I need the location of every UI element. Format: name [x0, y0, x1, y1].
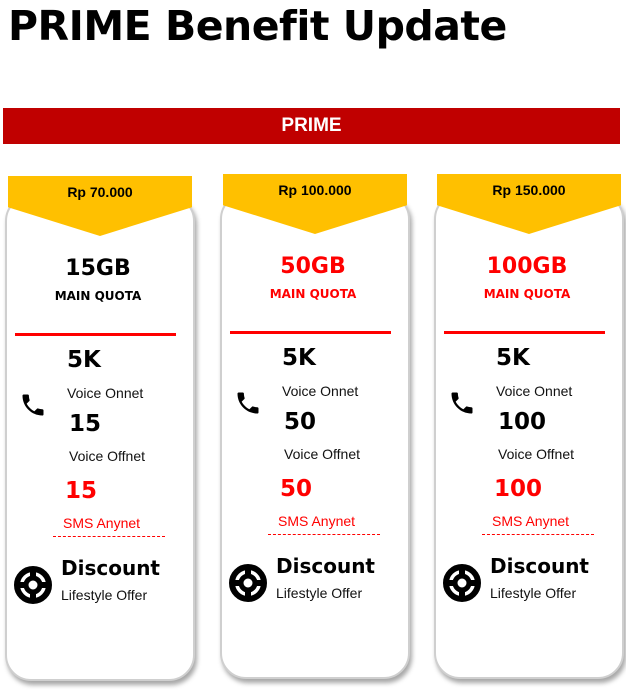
discount-label: Lifestyle Offer — [276, 585, 363, 601]
quota-label: MAIN QUOTA — [269, 287, 357, 301]
offnet-value: 100 — [498, 409, 547, 435]
discount-label: Lifestyle Offer — [490, 585, 577, 601]
lifebuoy-icon — [228, 563, 268, 608]
dashed-divider — [53, 536, 165, 537]
quota-value: 15GB — [65, 256, 131, 281]
phone-icon — [234, 386, 262, 425]
offnet-value: 15 — [69, 411, 102, 437]
dashed-divider — [268, 534, 380, 535]
divider — [444, 331, 605, 334]
page-title: PRIME Benefit Update — [8, 2, 507, 50]
onnet-label: Voice Onnet — [67, 385, 144, 401]
lifebuoy-icon — [442, 563, 482, 608]
offnet-label: Voice Offnet — [498, 446, 575, 462]
offnet-label: Voice Offnet — [69, 448, 146, 464]
lifebuoy-icon — [13, 565, 53, 610]
phone-icon — [448, 386, 476, 425]
onnet-value: 5K — [496, 345, 530, 371]
discount-title: Discount — [490, 554, 589, 578]
discount-label: Lifestyle Offer — [61, 587, 148, 603]
price: Rp 150.000 — [492, 182, 566, 198]
discount-title: Discount — [276, 554, 375, 578]
quota-value: 50GB — [280, 254, 346, 279]
sms-label: SMS Anynet — [63, 515, 141, 531]
offnet-value: 50 — [284, 409, 317, 435]
sms-value: 100 — [494, 476, 543, 502]
quota-label: MAIN QUOTA — [54, 289, 142, 303]
quota-value: 100GB — [486, 254, 568, 279]
offnet-label: Voice Offnet — [284, 446, 361, 462]
sms-value: 50 — [280, 476, 313, 502]
onnet-value: 5K — [282, 345, 316, 371]
phone-icon — [19, 388, 47, 427]
onnet-label: Voice Onnet — [496, 383, 573, 399]
onnet-value: 5K — [67, 347, 101, 373]
card-body — [434, 193, 624, 679]
sms-label: SMS Anynet — [492, 513, 570, 529]
price: Rp 100.000 — [278, 182, 352, 198]
quota-label: MAIN QUOTA — [483, 287, 571, 301]
divider — [15, 333, 176, 336]
sms-value: 15 — [65, 478, 98, 504]
onnet-label: Voice Onnet — [282, 383, 359, 399]
prime-banner: PRIME — [3, 108, 620, 144]
price: Rp 70.000 — [67, 184, 133, 200]
sms-label: SMS Anynet — [278, 513, 356, 529]
discount-title: Discount — [61, 556, 160, 580]
dashed-divider — [482, 534, 594, 535]
divider — [230, 331, 391, 334]
